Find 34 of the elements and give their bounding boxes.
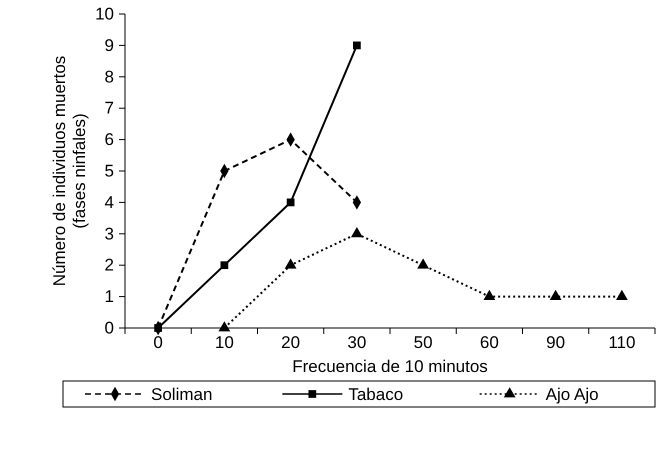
y-tick-label: 9: [104, 36, 114, 55]
legend-label: Soliman: [151, 385, 212, 404]
point: [350, 227, 363, 238]
point: [220, 261, 228, 270]
y-tick-label: 0: [104, 318, 114, 338]
point: [616, 290, 628, 300]
y-axis-title: Número de individuos muertos (fases ninfales): [50, 56, 89, 286]
y-tick-label: 5: [104, 161, 114, 180]
point: [417, 258, 430, 269]
y-tick-label: 3: [104, 224, 114, 244]
x-tick-label: 10: [214, 333, 234, 352]
x-tick-label: 50: [414, 333, 433, 352]
y-tick-label: 8: [104, 67, 114, 86]
legend-label: Ajo Ajo: [546, 385, 599, 404]
x-tick-label: 110: [608, 333, 636, 352]
y-tick-label: 4: [104, 192, 114, 212]
x-tick-label: 30: [347, 333, 366, 352]
point: [218, 321, 230, 332]
x-tick-label: 90: [546, 333, 566, 352]
y-tick-label: 7: [104, 98, 114, 118]
point: [483, 290, 496, 300]
x-tick-label: 0: [153, 333, 163, 352]
y-tick-label: 10: [95, 4, 114, 24]
legend-label: Tabaco: [348, 385, 404, 404]
x-tick-label: 60: [480, 333, 499, 352]
x-tick-label: 20: [281, 333, 300, 352]
point: [353, 42, 361, 50]
point: [286, 198, 294, 206]
x-axis-title: Frecuencia de 10 minutos: [292, 357, 488, 376]
point: [550, 290, 562, 300]
point: [284, 258, 297, 269]
y-tick-label: 6: [104, 130, 114, 150]
y-tick-label: 2: [104, 256, 114, 275]
y-tick-label: 1: [104, 287, 114, 306]
